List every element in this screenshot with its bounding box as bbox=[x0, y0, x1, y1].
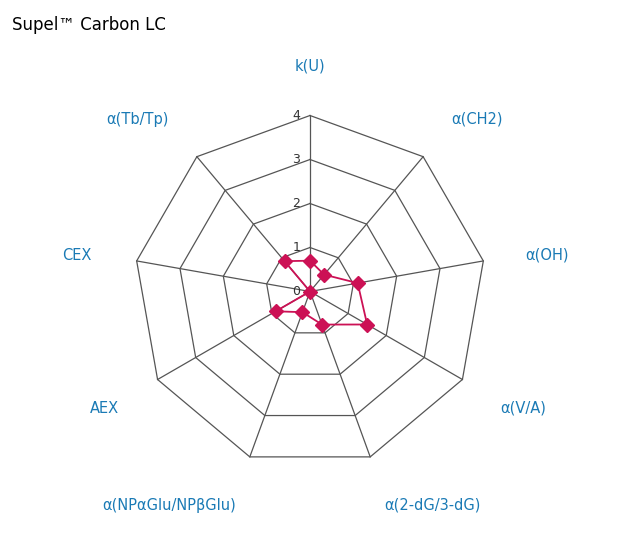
Text: 1: 1 bbox=[292, 241, 300, 254]
Text: α(2-dG/3-dG): α(2-dG/3-dG) bbox=[384, 498, 480, 513]
Text: 0: 0 bbox=[292, 285, 300, 298]
Text: AEX: AEX bbox=[90, 401, 119, 416]
Text: k(U): k(U) bbox=[294, 59, 326, 74]
Text: α(OH): α(OH) bbox=[526, 248, 569, 263]
Text: CEX: CEX bbox=[63, 248, 92, 263]
Text: α(CH2): α(CH2) bbox=[452, 112, 503, 127]
Text: 2: 2 bbox=[292, 197, 300, 210]
Text: α(Tb/Tp): α(Tb/Tp) bbox=[106, 112, 168, 127]
Text: α(NPαGlu/NPβGlu): α(NPαGlu/NPβGlu) bbox=[102, 498, 236, 513]
Text: Supel™ Carbon LC: Supel™ Carbon LC bbox=[12, 16, 166, 35]
Text: 3: 3 bbox=[292, 153, 300, 166]
Text: 4: 4 bbox=[292, 109, 300, 122]
Text: α(V/A): α(V/A) bbox=[500, 401, 546, 416]
